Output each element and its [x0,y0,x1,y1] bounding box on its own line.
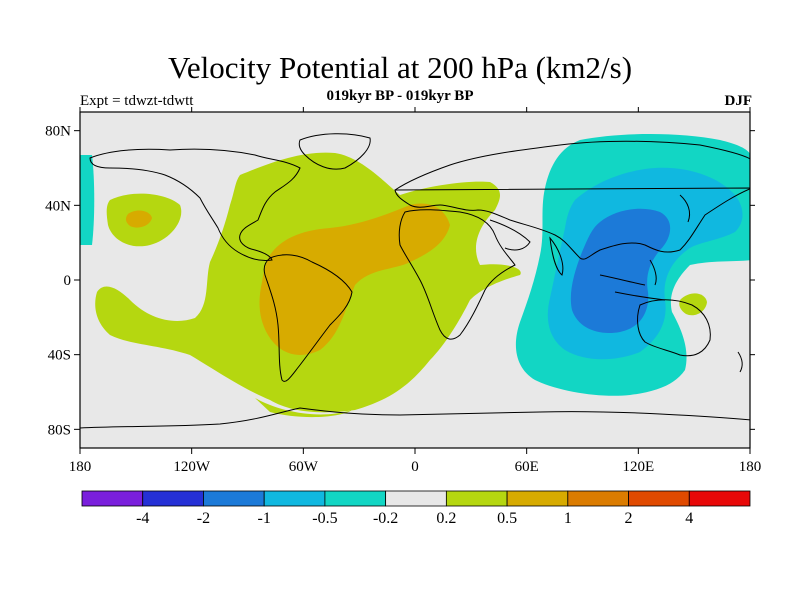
lat-tick-label: 0 [64,273,72,289]
lon-tick-label: 120W [173,459,211,475]
season-label: DJF [724,93,753,109]
lon-tick-label: 60E [515,459,539,475]
coastline-eurasia [394,140,750,260]
coastline-antarctica [80,407,750,429]
lon-tick-label: 120E [622,459,654,475]
contour-positive-weak [679,293,707,316]
colorbar-swatch [142,490,204,507]
experiment-label: Expt = tdwzt-tdwtt [80,93,194,109]
colorbar-label: 0.5 [497,510,517,527]
colorbar-label: -0.5 [312,510,337,527]
colorbar-swatch [628,490,690,507]
coastlines [80,133,750,429]
colorbar-swatch [506,490,569,507]
latitude-axis: 80N 40N 0 40S 80S [45,124,755,438]
coastline-south-america [263,254,353,382]
coastline-greenland [298,133,371,170]
lat-tick-label: 80S [48,422,71,438]
map-plot-area [80,112,750,448]
lon-tick-label: 60W [289,459,319,475]
colorbar-swatch [567,490,629,507]
colorbar-label: 4 [685,510,693,527]
colorbar-label: 0.2 [436,510,456,527]
contour-negative-weak [80,155,95,245]
coastline-arabia-india [489,219,564,276]
coastline-japan [679,194,691,223]
lat-tick-label: 80N [45,124,71,140]
colorbar-swatch [688,490,751,507]
lon-tick-label: 180 [69,459,92,475]
contour-positive-weak [255,398,352,418]
colorbar-label: 2 [625,510,633,527]
colorbar-swatch [324,490,387,507]
colorbar-swatch [385,490,447,507]
lat-tick-label: 40S [48,348,71,364]
lon-tick-label: 0 [411,459,419,475]
coastline-australia [637,299,711,357]
coastline-africa [398,209,516,340]
colorbar-swatch [203,490,265,507]
colorbar-label: -0.2 [373,510,398,527]
colorbar-swatch [81,490,144,507]
coastline-north-america [89,148,301,261]
colorbar-label: -4 [136,510,149,527]
coastline-new-zealand [737,351,743,373]
colorbar-swatch [445,490,508,507]
lon-tick-label: 180 [739,459,762,475]
colorbar-swatch [263,490,326,507]
contour-positive-mid [259,203,450,355]
lat-tick-label: 40N [45,198,71,214]
colorbar: -4 -2 -1 -0.5 -0.2 0.2 0.5 1 2 4 [81,490,751,527]
longitude-axis: 180 120W 60W 0 60E 120E 180 [69,107,762,475]
colorbar-label: -2 [197,510,210,527]
map-subtitle: 019kyr BP - 019kyr BP [326,88,474,104]
contour-positive-mid [125,210,152,228]
colorbar-label: -1 [258,510,271,527]
map-title: Velocity Potential at 200 hPa (km2/s) [167,50,633,85]
colorbar-label: 1 [564,510,572,527]
contour-negative-strong [570,208,671,334]
